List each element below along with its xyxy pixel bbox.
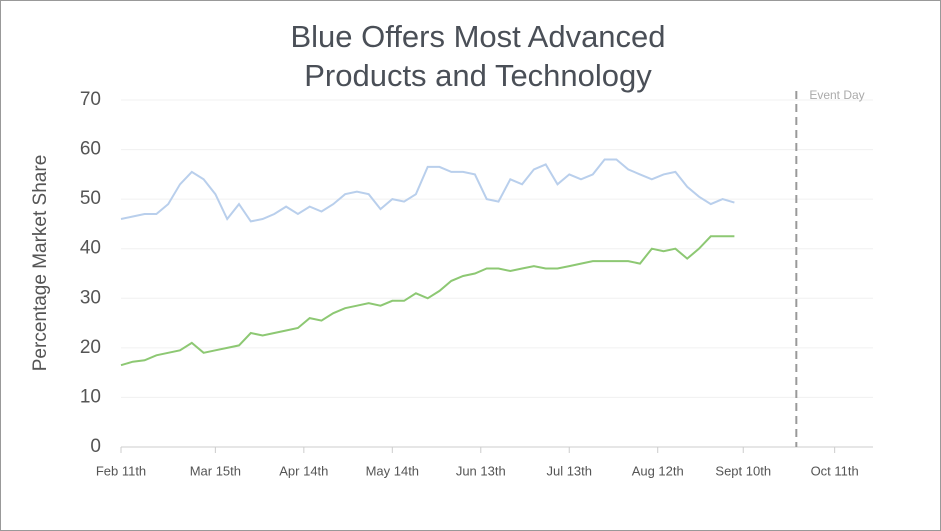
x-tick-label: Mar 15th (190, 463, 241, 478)
y-tick-label: 40 (80, 238, 101, 259)
y-tick-label: 0 (90, 436, 101, 457)
x-tick-label: Jun 13th (456, 463, 506, 478)
y-axis-label: Percentage Market Share (30, 155, 51, 372)
y-tick-label: 20 (80, 337, 101, 358)
y-tick-label: 60 (80, 139, 101, 160)
x-tick-label: Sept 10th (715, 463, 771, 478)
y-tick-label: 50 (80, 188, 101, 209)
y-tick-label: 70 (80, 89, 101, 110)
chart-title: Blue Offers Most Advanced Products and T… (290, 19, 666, 93)
series-line (120, 158, 735, 223)
series-line (120, 235, 735, 367)
x-tick-label: Feb 11th (96, 463, 146, 478)
x-tick-label: Apr 14th (279, 463, 328, 478)
y-tick-label: 30 (80, 287, 101, 308)
x-tick-label: Aug 12th (632, 463, 684, 478)
x-tick-label: Oct 11th (811, 463, 859, 478)
y-tick-label: 10 (80, 386, 101, 407)
x-tick-label: Jul 13th (546, 463, 592, 478)
event-label: Event Day (809, 88, 864, 102)
x-tick-label: May 14th (366, 463, 419, 478)
